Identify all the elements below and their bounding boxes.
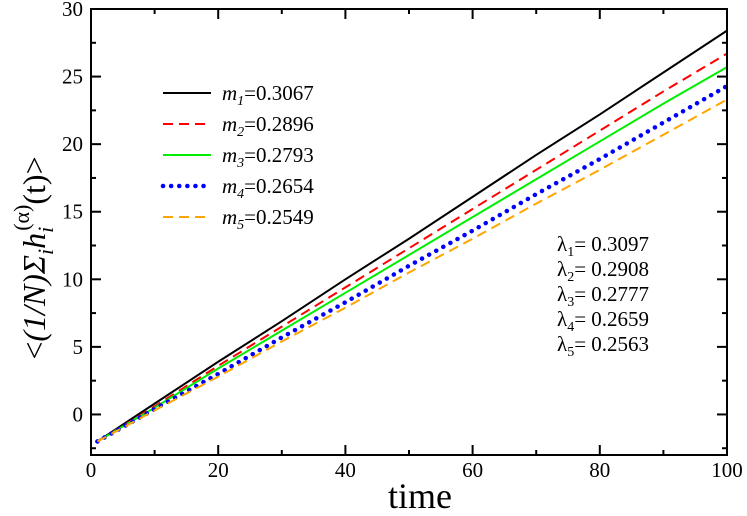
y-title-open: < xyxy=(16,342,52,360)
y-title-arg: (t) xyxy=(16,174,52,204)
lambda-label-2: λ2= 0.2908 xyxy=(557,257,649,285)
lambda-label-5: λ5= 0.2563 xyxy=(557,332,649,360)
y-tick-label: 5 xyxy=(73,335,84,359)
y-axis-title: <(1/N)Σihi(α)(t)> xyxy=(9,156,58,359)
legend-label-4: m4=0.2654 xyxy=(222,174,314,202)
y-tick-label: 10 xyxy=(62,267,83,291)
y-tick-label: 0 xyxy=(73,402,84,426)
lambda-label-4: λ4= 0.2659 xyxy=(557,307,649,335)
series-layer xyxy=(95,29,730,444)
series-line-4 xyxy=(95,83,730,444)
x-tick-label: 60 xyxy=(462,458,483,482)
y-title-h-sub: i xyxy=(33,227,58,233)
y-title-close: > xyxy=(16,156,52,174)
x-tick-label: 0 xyxy=(86,458,97,482)
series-line-2 xyxy=(96,52,728,443)
legend: m1=0.3067 m2=0.2896 m3=0.2793 m4=0.2654 m5=0… xyxy=(160,81,314,233)
legend-label-1: m1=0.3067 xyxy=(222,81,314,109)
x-tick-label: 20 xyxy=(208,458,229,482)
series-line-3 xyxy=(96,66,728,443)
x-tick-label: 100 xyxy=(711,458,743,482)
series-line-1 xyxy=(96,29,728,443)
y-title-h: h xyxy=(16,233,52,249)
y-title-sum-sub: i xyxy=(33,249,58,255)
y-tick-label: 15 xyxy=(62,200,83,224)
lambda-label-3: λ3= 0.2777 xyxy=(557,282,649,310)
ticks-layer: 0 20 40 60 80 100 0 5 10 15 20 25 30 xyxy=(62,0,743,482)
x-tick-label: 80 xyxy=(589,458,610,482)
legend-label-5: m5=0.2549 xyxy=(222,205,314,233)
y-title-prefix: (1/N)Σ xyxy=(16,255,52,342)
y-title-h-sup: (α) xyxy=(9,205,34,231)
legend-label-3: m3=0.2793 xyxy=(222,143,314,171)
x-axis-title: time xyxy=(388,476,452,516)
lambda-label-1: λ1= 0.3097 xyxy=(557,232,649,260)
y-tick-label: 25 xyxy=(62,65,83,89)
series-line-5 xyxy=(96,98,728,443)
y-tick-label: 20 xyxy=(62,132,83,156)
legend-label-2: m2=0.2896 xyxy=(222,112,314,140)
x-tick-label: 40 xyxy=(335,458,356,482)
y-tick-label: 30 xyxy=(62,0,83,21)
